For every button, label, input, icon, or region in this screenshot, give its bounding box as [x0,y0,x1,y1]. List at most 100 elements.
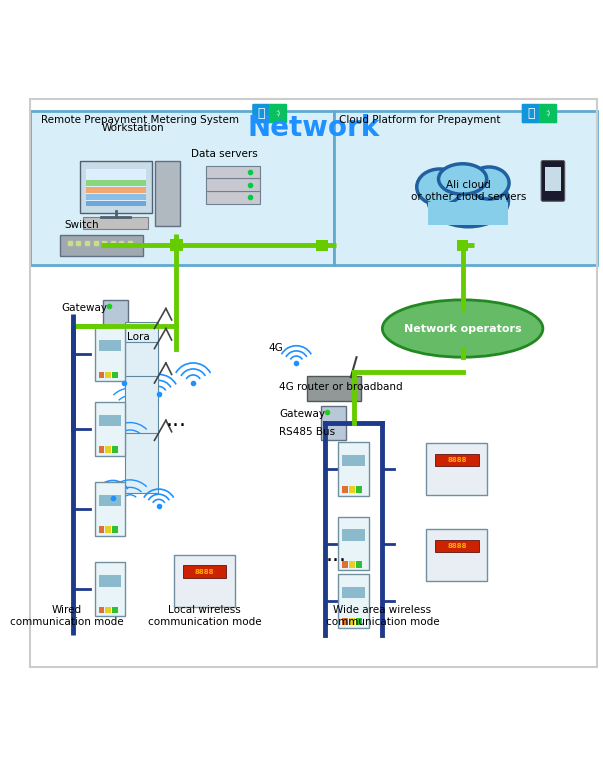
Text: Switch: Switch [64,220,99,231]
Text: ...: ... [165,411,186,430]
FancyBboxPatch shape [155,161,180,227]
Text: ...: ... [326,545,347,565]
Text: Gateway: Gateway [279,409,325,420]
Text: Network: Network [247,113,380,142]
Text: Wide area wireless
communication mode: Wide area wireless communication mode [326,605,439,627]
FancyBboxPatch shape [125,342,159,401]
Bar [356,486,362,493]
Ellipse shape [382,300,543,357]
Bar [98,446,104,453]
FancyBboxPatch shape [426,443,487,495]
Text: 8888: 8888 [447,457,467,463]
Bar [183,565,226,578]
FancyBboxPatch shape [338,516,369,571]
FancyBboxPatch shape [269,103,287,123]
Ellipse shape [469,167,509,199]
Text: RS485 Bus: RS485 Bus [279,427,335,437]
FancyBboxPatch shape [95,327,125,381]
FancyBboxPatch shape [338,574,369,628]
Bar [343,618,348,625]
Bar [349,486,355,493]
Bar [112,372,118,378]
Bar [435,453,479,466]
Bar [112,607,118,614]
Bar [98,575,121,587]
Bar [112,526,118,533]
FancyBboxPatch shape [174,555,235,607]
Ellipse shape [438,164,487,195]
Bar [343,455,365,466]
Bar [106,607,111,614]
Text: Lora: Lora [127,332,150,342]
FancyBboxPatch shape [60,235,144,256]
FancyBboxPatch shape [539,103,557,123]
FancyBboxPatch shape [252,103,271,123]
Bar [435,539,479,552]
Text: Cloud Platform for Prepayment: Cloud Platform for Prepayment [339,115,501,125]
FancyBboxPatch shape [206,178,260,191]
Bar [98,372,104,378]
Bar [356,561,362,568]
Bar [343,486,348,493]
Text: Gateway: Gateway [62,303,107,313]
Bar [98,607,104,614]
Bar [86,187,145,193]
FancyBboxPatch shape [426,529,487,581]
Bar [349,561,355,568]
Bar [86,201,145,206]
Bar [98,526,104,533]
Circle shape [271,106,285,120]
Text: 8888: 8888 [195,568,214,574]
FancyBboxPatch shape [80,161,152,213]
Bar [112,446,118,453]
FancyBboxPatch shape [125,434,159,493]
Bar [356,618,362,625]
Bar [349,618,355,625]
FancyBboxPatch shape [333,110,598,266]
Bar [106,372,111,378]
Bar [317,240,328,251]
Text: 4G: 4G [269,343,283,353]
Bar [545,167,561,191]
FancyBboxPatch shape [95,402,125,456]
Text: Wired
communication mode: Wired communication mode [10,605,124,627]
FancyBboxPatch shape [522,103,540,123]
FancyBboxPatch shape [428,202,508,224]
Text: Remote Prepayment Metering System: Remote Prepayment Metering System [41,115,239,125]
Text: 8888: 8888 [447,543,467,548]
Text: :): :) [276,110,280,116]
FancyBboxPatch shape [206,191,260,204]
Bar [343,587,365,598]
Bar [98,414,121,426]
Text: 4G router or broadband: 4G router or broadband [279,382,403,392]
FancyBboxPatch shape [338,442,369,496]
FancyBboxPatch shape [95,482,125,536]
Ellipse shape [417,169,463,205]
FancyBboxPatch shape [321,406,346,440]
FancyBboxPatch shape [30,110,333,266]
Text: Workstation: Workstation [101,123,164,133]
FancyBboxPatch shape [103,300,128,334]
Bar [98,340,121,352]
Bar [170,240,182,251]
Bar [343,529,365,541]
FancyBboxPatch shape [125,322,159,381]
FancyBboxPatch shape [125,376,159,436]
Bar [86,180,145,186]
Text: 支: 支 [257,107,265,120]
Bar [86,169,145,206]
FancyBboxPatch shape [206,165,260,178]
FancyBboxPatch shape [307,376,361,401]
Text: 支: 支 [527,107,535,120]
Bar [343,561,348,568]
FancyBboxPatch shape [541,161,564,201]
Bar [98,495,121,506]
FancyBboxPatch shape [83,217,148,229]
Bar [457,240,469,251]
Bar [86,194,145,199]
Text: Network operators: Network operators [404,323,522,333]
FancyBboxPatch shape [95,562,125,617]
Text: Local wireless
communication mode: Local wireless communication mode [148,605,262,627]
Text: :): :) [546,110,551,116]
Circle shape [541,106,555,120]
